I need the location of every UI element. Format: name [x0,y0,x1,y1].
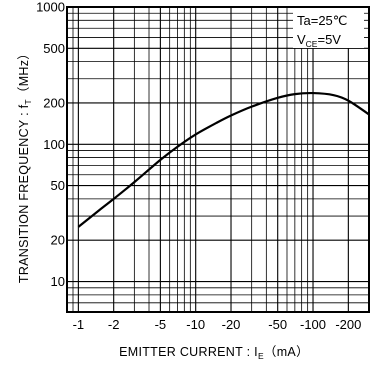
y-tick-label: 100 [43,137,65,152]
y-tick-label: 1000 [36,0,65,15]
y-tick-label: 50 [51,178,65,193]
x-tick-label: -2 [108,317,120,332]
series-line [77,91,370,228]
grid [67,7,369,312]
x-tick-labels: -1 -2 -5 -10 -20 -50 -100 -200 [73,317,362,332]
legend: Ta=25℃ VCE=5V [293,8,364,49]
x-tick-label: -100 [300,317,326,332]
legend-temperature: Ta=25℃ [297,13,347,28]
y-axis-title: TRANSITION FREQUENCY : fT（MHz） [17,47,33,283]
x-tick-label: -200 [335,317,361,332]
x-tick-label: -1 [73,317,85,332]
legend-box [293,8,364,48]
plot-frame [66,6,370,313]
x-axis-title: EMITTER CURRENT : IE（mA） [119,345,309,361]
y-tick-label: 500 [43,41,65,56]
x-tick-label: -50 [268,317,287,332]
x-tick-label: -10 [186,317,205,332]
legend-voltage: VCE=5V [297,32,341,49]
y-tick-label: 10 [51,274,65,289]
x-tick-label: -20 [222,317,241,332]
y-tick-labels: 10 20 50 100 200 500 1000 [36,0,65,289]
x-tick-label: -5 [155,317,167,332]
y-tick-label: 200 [43,95,65,110]
y-tick-label: 20 [51,233,65,248]
